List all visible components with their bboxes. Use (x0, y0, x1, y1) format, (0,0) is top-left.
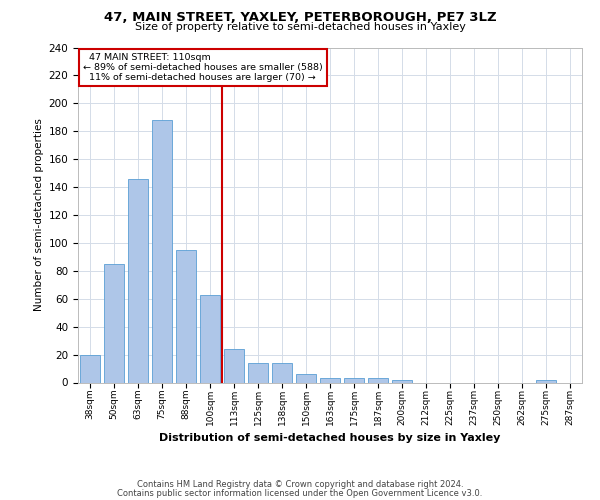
Bar (176, 250, 196, 382)
Text: Contains HM Land Registry data © Crown copyright and database right 2024.: Contains HM Land Registry data © Crown c… (137, 480, 463, 489)
Bar (320, 378, 340, 382)
Text: 47, MAIN STREET, YAXLEY, PETERBOROUGH, PE7 3LZ: 47, MAIN STREET, YAXLEY, PETERBOROUGH, P… (104, 11, 496, 24)
Bar (104, 264, 124, 382)
Bar (296, 374, 316, 382)
Bar (200, 294, 220, 382)
Text: Contains public sector information licensed under the Open Government Licence v3: Contains public sector information licen… (118, 488, 482, 498)
Bar (152, 120, 172, 382)
Bar (224, 349, 244, 382)
Bar (368, 378, 388, 382)
Bar (536, 380, 556, 382)
Text: 47 MAIN STREET: 110sqm  
← 89% of semi-detached houses are smaller (588)
  11% o: 47 MAIN STREET: 110sqm ← 89% of semi-det… (83, 52, 323, 82)
Bar (344, 378, 364, 382)
Bar (392, 380, 412, 382)
Text: Size of property relative to semi-detached houses in Yaxley: Size of property relative to semi-detach… (134, 22, 466, 32)
Bar (272, 363, 292, 382)
Bar (128, 178, 148, 382)
Bar (80, 354, 100, 382)
X-axis label: Distribution of semi-detached houses by size in Yaxley: Distribution of semi-detached houses by … (160, 434, 500, 444)
Y-axis label: Number of semi-detached properties: Number of semi-detached properties (34, 118, 44, 312)
Bar (248, 363, 268, 382)
